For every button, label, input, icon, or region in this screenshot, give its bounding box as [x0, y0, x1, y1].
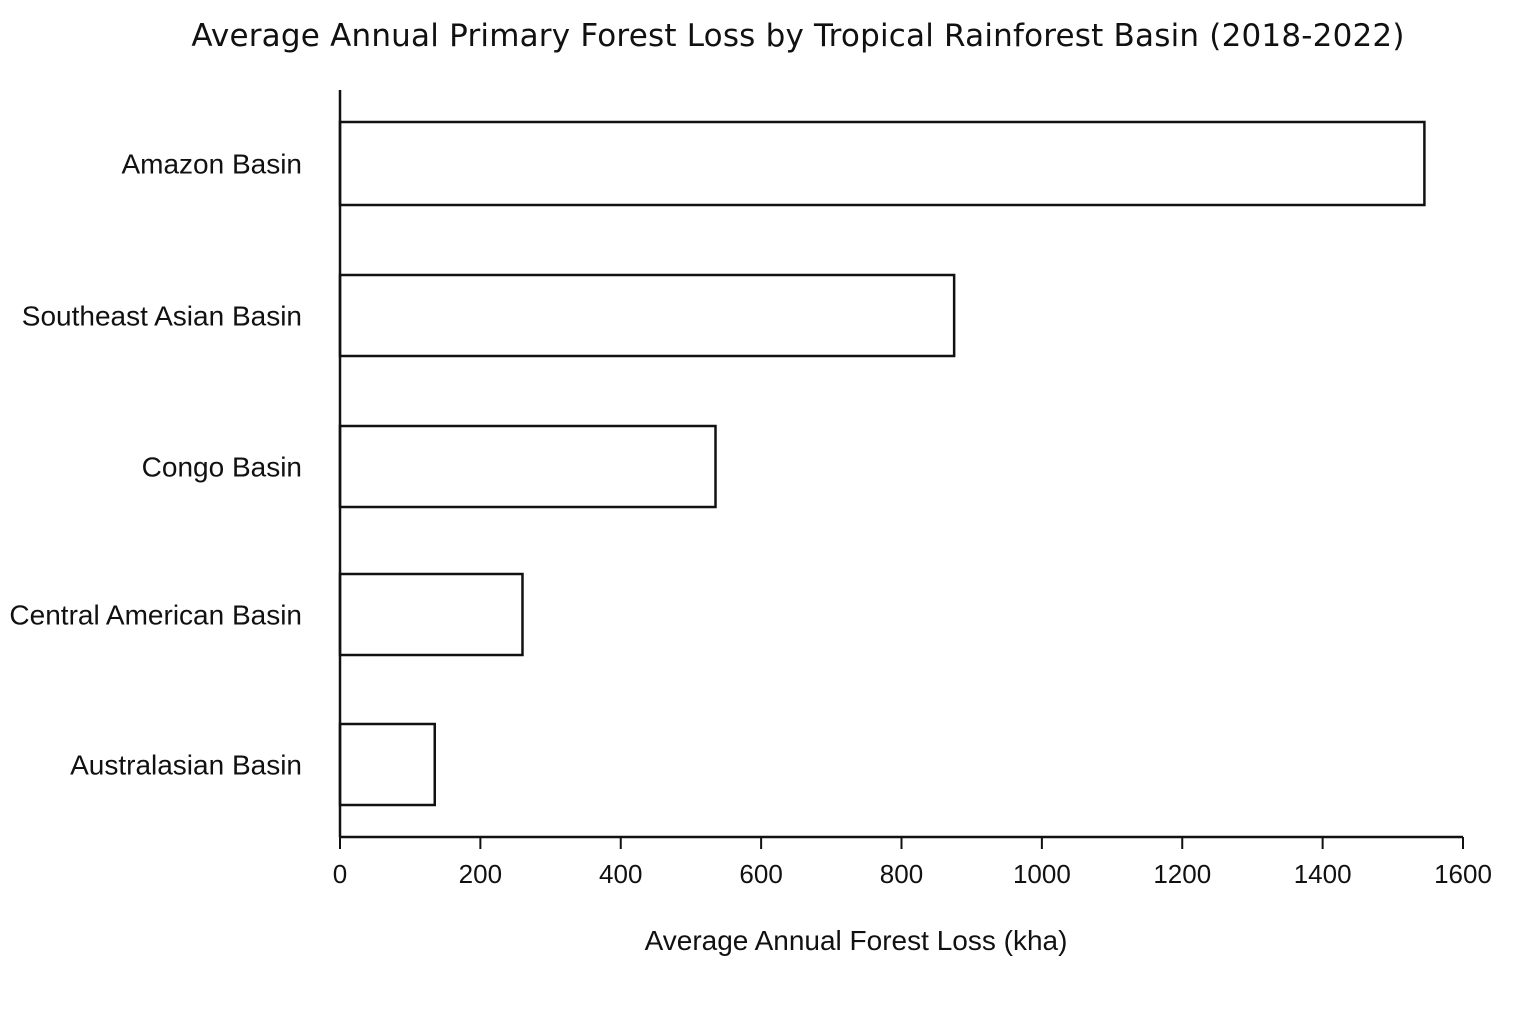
bars-layer [338, 120, 1426, 807]
x-tick-label: 1400 [1294, 859, 1352, 889]
x-axis-label: Average Annual Forest Loss (kha) [645, 925, 1068, 956]
bar [338, 424, 717, 509]
x-tick-label: 400 [599, 859, 642, 889]
x-tick-label: 800 [880, 859, 923, 889]
category-labels: Amazon Basin Southeast Asian Basin Congo B… [9, 149, 302, 781]
bar [338, 572, 524, 657]
chart-title: Average Annual Primary Forest Loss by Tr… [191, 18, 1405, 54]
category-label: Australasian Basin [70, 750, 302, 781]
bar [338, 722, 437, 807]
category-label: Congo Basin [142, 452, 302, 483]
bar [338, 120, 1426, 207]
x-tick-label: 1600 [1434, 859, 1492, 889]
x-tick-label: 1200 [1153, 859, 1211, 889]
category-label: Southeast Asian Basin [22, 301, 302, 332]
x-tick-label: 200 [459, 859, 502, 889]
x-tick-label: 600 [739, 859, 782, 889]
x-tick-label: 0 [333, 859, 347, 889]
x-tick-label: 1000 [1013, 859, 1071, 889]
category-label: Amazon Basin [121, 149, 302, 180]
x-axis-ticks: 0 200 400 600 800 1000 1200 1400 1600 [333, 837, 1492, 889]
bar [338, 273, 956, 358]
category-label: Central American Basin [9, 600, 302, 631]
